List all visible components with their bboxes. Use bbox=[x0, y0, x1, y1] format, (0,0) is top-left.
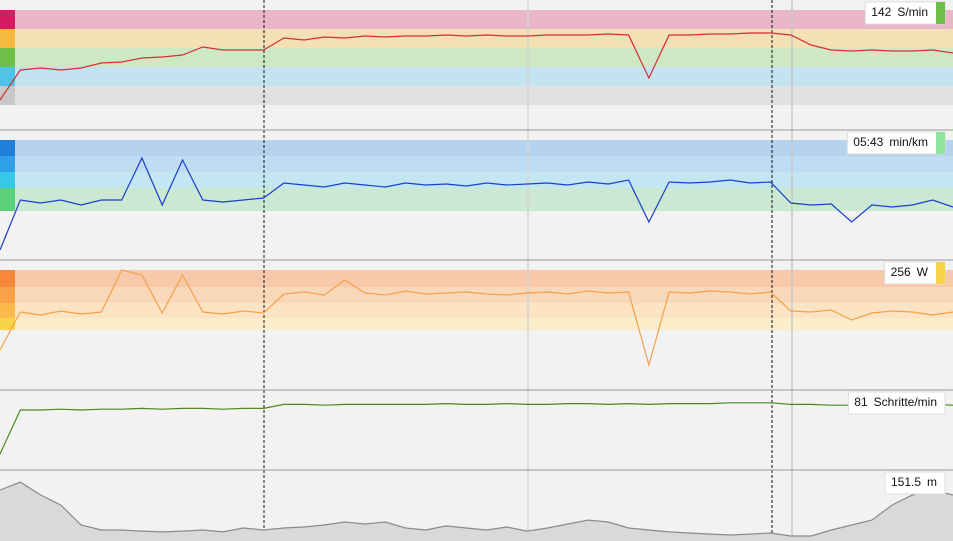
zone-marker bbox=[0, 48, 15, 67]
zone-marker bbox=[0, 140, 15, 156]
zone-marker bbox=[0, 29, 15, 48]
zone-marker bbox=[0, 188, 15, 211]
zone-marker bbox=[0, 270, 15, 287]
dividers bbox=[0, 129, 953, 471]
zone-marker bbox=[0, 86, 15, 105]
readout-value: 81 bbox=[854, 395, 868, 409]
data-line bbox=[0, 156, 953, 251]
zone-marker bbox=[0, 10, 15, 29]
readout: 142 S/min bbox=[864, 1, 946, 25]
zone-marker bbox=[0, 67, 15, 86]
zone-band bbox=[0, 67, 953, 86]
readout-unit: W bbox=[917, 265, 929, 279]
zone-band bbox=[0, 48, 953, 67]
readout-box bbox=[847, 391, 946, 415]
zone-band bbox=[0, 172, 953, 188]
readout-swatch bbox=[936, 132, 945, 154]
readout: 151.5 m bbox=[884, 471, 946, 495]
data-line bbox=[0, 269, 953, 368]
zone-band bbox=[0, 86, 953, 105]
readout: 256 W bbox=[884, 261, 946, 285]
zone-band bbox=[0, 188, 953, 211]
readout: 05:43 min/km bbox=[846, 131, 946, 155]
zone-band bbox=[0, 318, 953, 330]
readout-value: 256 bbox=[891, 265, 911, 279]
data-line bbox=[0, 402, 953, 455]
guides bbox=[263, 0, 793, 541]
zone-marker bbox=[0, 318, 15, 330]
zone-band bbox=[0, 10, 953, 29]
zone-band bbox=[0, 270, 953, 287]
readout-value: 05:43 bbox=[853, 135, 883, 149]
zone-marker bbox=[0, 303, 15, 318]
data-line bbox=[0, 32, 953, 101]
readout-unit: m bbox=[927, 475, 937, 489]
zone-marker bbox=[0, 172, 15, 188]
zone-band bbox=[0, 140, 953, 156]
readout-unit: S/min bbox=[897, 5, 928, 19]
zone-band bbox=[0, 287, 953, 303]
zone-marker bbox=[0, 287, 15, 303]
zone-layer bbox=[0, 10, 953, 330]
zone-marker bbox=[0, 156, 15, 172]
readout-value: 142 bbox=[871, 5, 891, 19]
zone-band bbox=[0, 156, 953, 172]
readout-value: 151.5 bbox=[891, 475, 921, 489]
zone-band bbox=[0, 303, 953, 318]
readout: 81 Schritte/min bbox=[847, 391, 946, 415]
readout-swatch bbox=[936, 262, 945, 284]
line-layer bbox=[0, 32, 953, 541]
readout-unit: Schritte/min bbox=[874, 395, 937, 409]
readout-box bbox=[884, 471, 946, 495]
readout-unit: min/km bbox=[889, 135, 928, 149]
readout-swatch bbox=[936, 2, 945, 24]
data-line bbox=[0, 481, 953, 537]
readout-layer: 142 S/min 05:43 min/km 256 W 81 Schritte/min 151… bbox=[846, 1, 946, 495]
